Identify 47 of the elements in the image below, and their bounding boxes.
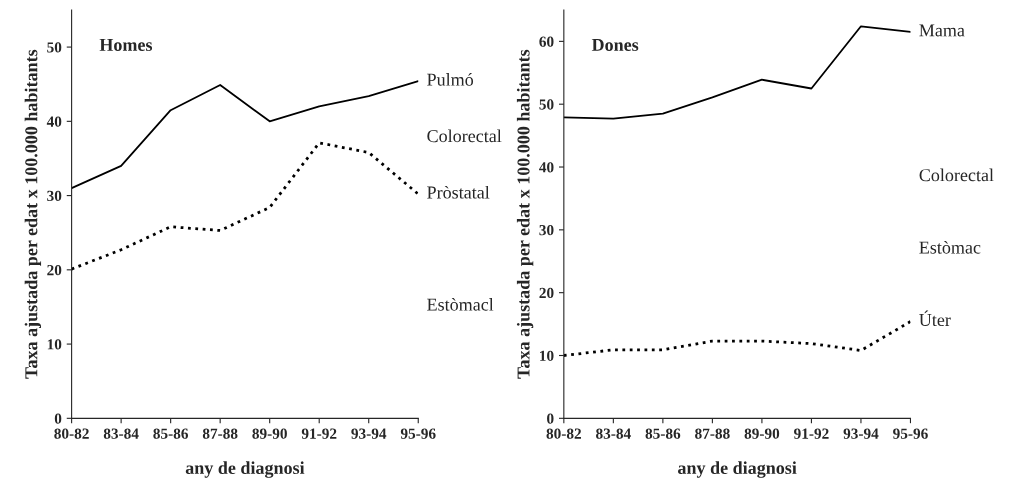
y-tick-label: 20 [539, 287, 554, 299]
series-label: Mama [919, 24, 965, 37]
y-tick-label: 50 [539, 99, 554, 110]
x-tick-label: 93-94 [351, 428, 387, 439]
x-tick-label: 93-94 [843, 428, 879, 439]
text: Colorectal [919, 168, 994, 182]
series-label: Úter [919, 310, 951, 327]
x-tick-label: 80-82 [546, 428, 581, 439]
y-axis-title: Taxa ajustada per edat x 100.000 habitants [24, 49, 42, 379]
x-tick-label: 85-86 [153, 428, 189, 439]
series-label: Pulmó [427, 73, 474, 86]
y-tick-label: 10 [540, 350, 554, 361]
x-tick-label: 95-96 [893, 428, 928, 439]
y-tick-label: 20 [47, 264, 62, 276]
x-tick-label: 83-84 [103, 428, 139, 439]
text: Homes [99, 38, 153, 51]
x-tick-label: 95-96 [400, 428, 436, 439]
y-tick-label: 0 [547, 413, 554, 424]
y-tick-label: 30 [539, 224, 554, 236]
x-axis-title: any de diagnosi [678, 461, 797, 478]
line-series [563, 25, 911, 120]
y-tick-label: 30 [47, 190, 62, 202]
line-series [71, 141, 419, 271]
series-label: Pròstatal [427, 185, 490, 199]
x-axis-title: any de diagnosi [185, 461, 305, 478]
text: Estòmac [919, 240, 981, 254]
text: Colorectal [427, 129, 502, 143]
x-tick-label: 87-88 [695, 428, 730, 439]
text: Estòmacl [427, 297, 494, 311]
x-tick-label: 83-84 [596, 428, 631, 439]
y-tick-label: 60 [539, 36, 554, 47]
y-tick-label: 0 [54, 413, 62, 424]
line-series [563, 320, 911, 357]
x-tick-label: 91-92 [794, 428, 829, 439]
x-tick-label: 89-90 [744, 428, 780, 439]
y-tick-label: 50 [47, 42, 62, 53]
x-tick-label: 80-82 [54, 428, 89, 439]
x-tick-label: 91-92 [301, 428, 337, 439]
y-tick-label: 10 [47, 339, 62, 350]
text: Dones [591, 38, 639, 51]
x-tick-label: 87-88 [202, 428, 238, 439]
x-tick-label: 89-90 [252, 428, 287, 439]
x-tick-label: 85-86 [645, 428, 681, 439]
y-tick-label: 40 [46, 116, 62, 127]
y-axis-title: Taxa ajustada per edat x 100.000 habitants [516, 49, 534, 379]
y-tick-label: 40 [539, 162, 554, 173]
line-series [71, 80, 419, 190]
